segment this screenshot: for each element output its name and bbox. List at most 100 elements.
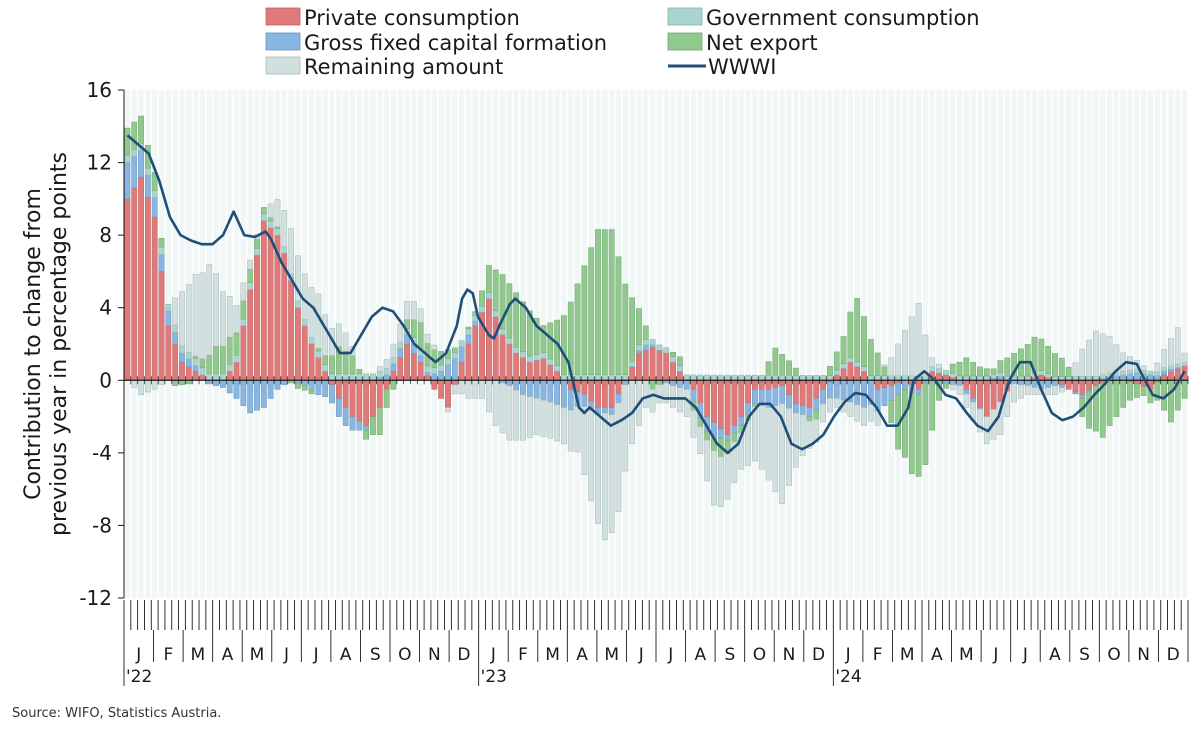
chart: Private consumption Government consumptio… xyxy=(21,6,1189,687)
bar-segment-pc xyxy=(404,343,410,381)
bar-segment-gc xyxy=(1099,374,1106,379)
bar-segment-gfcf xyxy=(786,394,792,409)
bar-segment-gc xyxy=(131,149,138,157)
x-month-label: J xyxy=(1022,645,1028,665)
bar-segment-pc xyxy=(465,343,472,381)
legend-item-gfcf: Gross fixed capital formation xyxy=(265,31,607,55)
bar-segment-pc xyxy=(513,352,520,381)
bar-segment-ra xyxy=(247,259,254,270)
bar-segment-gc xyxy=(786,375,792,381)
y-tick-label: 4 xyxy=(99,296,112,320)
bar-segment-ra xyxy=(226,296,233,338)
bar-segment-ne xyxy=(854,298,861,363)
bar-segment-ra xyxy=(213,273,219,347)
bar-segment-ne xyxy=(356,369,363,375)
bar-segment-pc xyxy=(751,380,758,390)
bar-segment-ra xyxy=(751,406,758,462)
week-stripe xyxy=(1072,90,1079,598)
bar-segment-ra xyxy=(956,385,963,396)
bar-segment-ne xyxy=(622,283,629,375)
bar-segment-ra xyxy=(847,401,854,417)
bar-segment-gc xyxy=(151,190,158,198)
bar-segment-gfcf xyxy=(1031,380,1038,388)
bar-segment-ne xyxy=(131,121,138,150)
week-stripe xyxy=(1141,90,1147,598)
bar-segment-gfcf xyxy=(1079,394,1086,399)
bar-segment-ne xyxy=(861,316,867,367)
bar-segment-gfcf xyxy=(431,373,438,381)
bar-segment-gc xyxy=(656,344,663,351)
bar-segment-gfcf xyxy=(540,380,547,401)
bar-segment-gfcf xyxy=(745,402,751,416)
bar-segment-gfcf xyxy=(608,407,615,416)
bar-segment-ne xyxy=(213,345,219,374)
bar-segment-ra xyxy=(540,399,547,437)
bar-segment-ra xyxy=(731,441,738,484)
bar-segment-ne xyxy=(1127,381,1133,401)
bar-segment-ra xyxy=(206,264,213,356)
bar-segment-pc xyxy=(690,380,697,390)
bar-segment-ne xyxy=(840,336,847,364)
bar-segment-ne xyxy=(451,347,458,353)
bar-segment-ne xyxy=(670,351,676,358)
bar-segment-gfcf xyxy=(274,380,281,390)
bar-segment-ra xyxy=(601,412,608,541)
bar-segment-gc xyxy=(485,292,492,299)
bar-segment-gc xyxy=(799,375,806,381)
bar-segment-gfcf xyxy=(963,389,970,395)
bar-segment-ne xyxy=(308,390,315,395)
bar-segment-gfcf xyxy=(970,398,977,403)
bar-segment-pc xyxy=(301,325,308,381)
bar-segment-ra xyxy=(131,380,138,388)
bar-segment-gc xyxy=(526,356,533,363)
week-stripe xyxy=(1079,90,1085,598)
bar-segment-ne xyxy=(649,380,656,390)
week-stripe xyxy=(786,90,792,598)
bar-segment-gfcf xyxy=(827,381,833,399)
bar-segment-gfcf xyxy=(690,389,697,402)
bar-segment-gc xyxy=(438,364,445,372)
bar-segment-ra xyxy=(772,405,779,493)
week-stripe xyxy=(977,90,983,598)
week-stripe xyxy=(752,90,758,598)
bar-segment-ra xyxy=(1079,348,1086,377)
bar-segment-ne xyxy=(1181,380,1188,399)
bar-segment-ne xyxy=(1154,381,1161,401)
x-month-label: O xyxy=(1107,645,1120,665)
bar-segment-pc xyxy=(779,380,786,386)
bar-segment-gfcf xyxy=(131,156,138,189)
bar-segment-ra xyxy=(158,380,165,386)
bar-segment-gfcf xyxy=(554,380,561,406)
bar-segment-pc xyxy=(179,361,185,381)
bar-segment-gfcf xyxy=(1072,391,1079,395)
bar-segment-gc xyxy=(888,375,895,381)
bar-segment-ne xyxy=(970,362,977,377)
bar-segment-gc xyxy=(1120,370,1127,376)
bar-segment-pc xyxy=(342,380,349,408)
bar-segment-pc xyxy=(615,380,622,395)
bar-segment-ne xyxy=(827,366,833,376)
week-stripe xyxy=(806,90,813,598)
bar-segment-gfcf xyxy=(1147,374,1154,381)
bar-segment-gfcf xyxy=(581,394,588,407)
bar-segment-ne xyxy=(342,350,349,375)
bar-segment-pc xyxy=(833,374,840,381)
bar-segment-ne xyxy=(254,238,260,249)
bar-segment-gc xyxy=(424,365,431,373)
bar-segment-ra xyxy=(1168,338,1174,366)
bar-segment-ra xyxy=(404,301,410,320)
bar-segment-pc xyxy=(424,375,431,381)
bar-segment-ra xyxy=(1086,339,1093,377)
bar-segment-pc xyxy=(438,380,445,399)
week-stripe xyxy=(1059,90,1065,598)
week-stripe xyxy=(697,90,703,598)
bar-segment-ra xyxy=(561,407,567,445)
bar-segment-pc xyxy=(745,380,751,404)
bar-segment-gc xyxy=(717,374,724,381)
bar-segment-gc xyxy=(881,375,888,381)
week-stripe xyxy=(799,90,806,598)
bar-segment-pc xyxy=(861,370,867,381)
bar-segment-gfcf xyxy=(731,425,738,434)
bar-segment-ne xyxy=(1065,366,1072,377)
bar-segment-pc xyxy=(247,289,254,381)
